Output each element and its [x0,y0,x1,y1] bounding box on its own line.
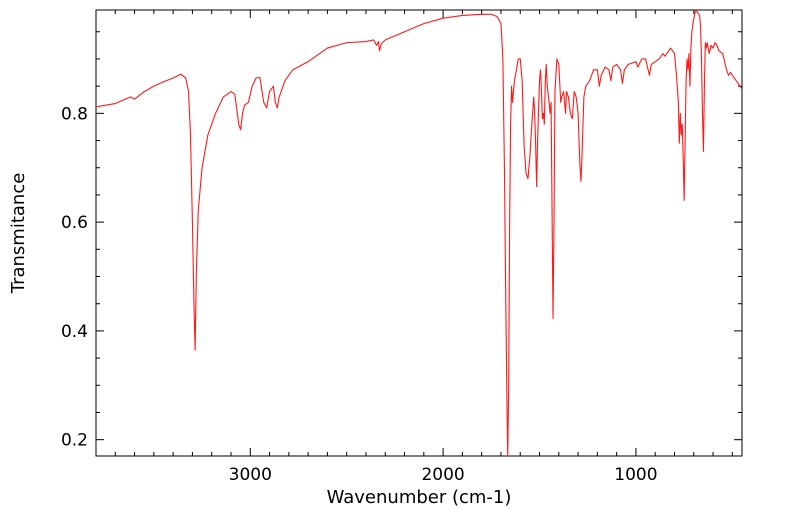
plot-area-frame [95,9,743,457]
x-tick-label: 1000 [614,465,657,485]
y-tick-label: 0.4 [61,322,88,342]
y-axis-title: Transmitance [8,173,29,295]
x-axis-ticks [95,10,733,456]
x-axis-title: Wavenumber (cm-1) [327,487,512,508]
x-tick-label: 3000 [229,465,272,485]
y-axis-ticks [96,31,742,441]
y-tick-label: 0.8 [61,104,88,124]
x-axis-tick-labels: 3000 2000 1000 [229,465,658,485]
y-tick-label: 0.6 [61,213,88,233]
y-tick-label: 0.2 [61,431,88,451]
spectrum-line [96,10,742,456]
x-tick-label: 2000 [421,465,464,485]
y-axis-tick-labels: 0.2 0.4 0.6 0.8 [61,104,88,450]
